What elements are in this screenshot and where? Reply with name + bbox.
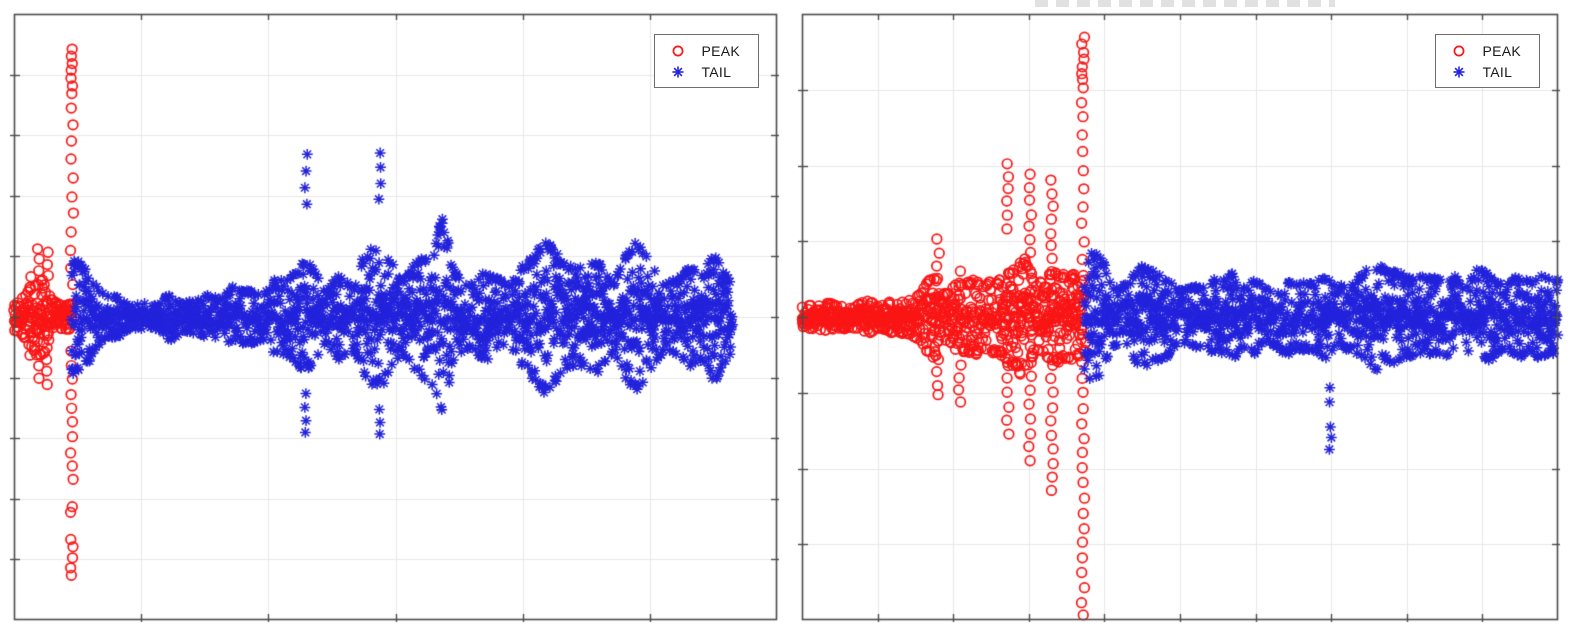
right-plot-canvas (792, 4, 1568, 630)
right-plot: PEAK TAIL (792, 0, 1568, 630)
peak-circle-glyph (1453, 45, 1465, 56)
tail-asterisk-glyph (672, 66, 684, 77)
peak-circle-marker-icon (655, 43, 701, 59)
peak-circle-glyph (672, 45, 684, 56)
legend-entry-peak: PEAK (655, 40, 750, 61)
legend-label-peak: PEAK (1482, 42, 1521, 59)
legend-entry-tail: TAIL (655, 61, 750, 82)
legend-label-peak: PEAK (701, 42, 740, 59)
left-plot-legend: PEAK TAIL (654, 34, 759, 88)
legend-entry-peak: PEAK (1436, 40, 1531, 61)
legend-label-tail: TAIL (701, 63, 732, 80)
tail-asterisk-marker-icon (655, 64, 701, 80)
left-plot-canvas (4, 4, 787, 630)
tail-asterisk-marker-icon (1436, 64, 1482, 80)
peak-circle-marker-icon (1436, 43, 1482, 59)
legend-label-tail: TAIL (1482, 63, 1513, 80)
legend-entry-tail: TAIL (1436, 61, 1531, 82)
tail-asterisk-glyph (1453, 66, 1465, 77)
right-plot-legend: PEAK TAIL (1435, 34, 1540, 88)
cropped-title-remnant (1035, 0, 1335, 7)
left-plot: PEAK TAIL (4, 4, 787, 630)
